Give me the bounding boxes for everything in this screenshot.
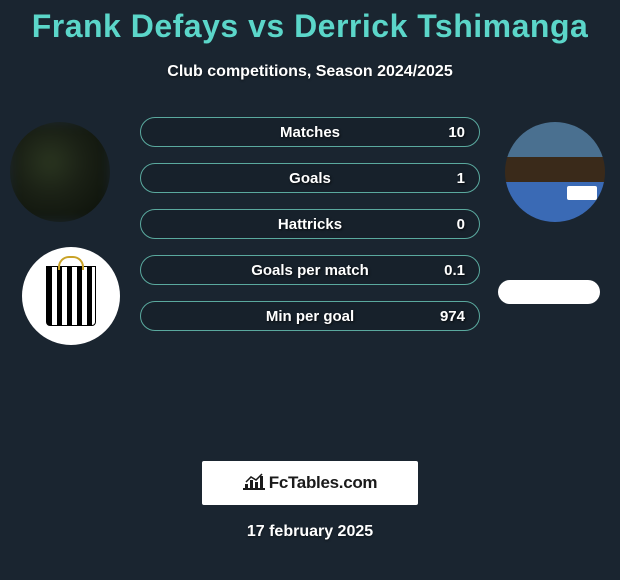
stat-value-right: 1 — [457, 170, 465, 187]
stat-row-goals-per-match: Goals per match 0.1 — [140, 255, 480, 285]
player-left-avatar — [10, 122, 110, 222]
stat-value-right: 0.1 — [444, 262, 465, 279]
stat-value-right: 0 — [457, 216, 465, 233]
club-right-badge — [498, 280, 600, 304]
stat-label: Goals per match — [251, 262, 369, 279]
page-title: Frank Defays vs Derrick Tshimanga — [0, 0, 620, 45]
comparison-content: Matches 10 Goals 1 Hattricks 0 Goals per… — [0, 117, 620, 457]
stat-label: Goals — [289, 170, 331, 187]
stat-value-right: 974 — [440, 308, 465, 325]
stat-label: Min per goal — [266, 308, 354, 325]
club-left-badge — [22, 247, 120, 345]
stat-label: Matches — [280, 124, 340, 141]
player-right-avatar — [505, 122, 605, 222]
stat-row-hattricks: Hattricks 0 — [140, 209, 480, 239]
brand-text: FcTables.com — [269, 473, 378, 493]
stat-row-goals: Goals 1 — [140, 163, 480, 193]
stats-list: Matches 10 Goals 1 Hattricks 0 Goals per… — [140, 117, 480, 347]
chart-icon — [243, 472, 265, 495]
brand-badge: FcTables.com — [202, 461, 418, 505]
date-text: 17 february 2025 — [0, 523, 620, 541]
stat-row-min-per-goal: Min per goal 974 — [140, 301, 480, 331]
subtitle: Club competitions, Season 2024/2025 — [0, 63, 620, 81]
stat-row-matches: Matches 10 — [140, 117, 480, 147]
stat-label: Hattricks — [278, 216, 342, 233]
stat-value-right: 10 — [448, 124, 465, 141]
